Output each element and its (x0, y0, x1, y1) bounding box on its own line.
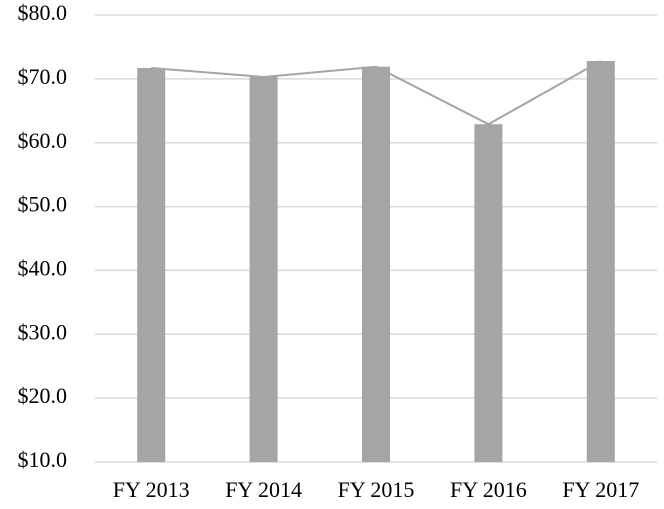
y-tick-label: $10.0 (18, 447, 68, 472)
y-tick-label: $30.0 (18, 319, 68, 344)
x-tick-label: FY 2017 (562, 477, 639, 502)
y-tick-label: $70.0 (18, 64, 68, 89)
bar (137, 68, 166, 462)
y-tick-label: $50.0 (18, 192, 68, 217)
y-tick-label: $20.0 (18, 383, 68, 408)
y-tick-label: $60.0 (18, 128, 68, 153)
y-tick-label: $40.0 (18, 255, 68, 280)
x-tick-label: FY 2015 (338, 477, 415, 502)
x-tick-label: FY 2014 (225, 477, 302, 502)
y-tick-label: $80.0 (18, 0, 68, 25)
bar (362, 66, 390, 462)
bar (474, 124, 503, 463)
x-tick-label: FY 2013 (113, 477, 190, 502)
trend-line (151, 60, 602, 126)
x-tick-label: FY 2016 (450, 477, 527, 502)
bar (249, 76, 278, 462)
bar (586, 60, 615, 462)
